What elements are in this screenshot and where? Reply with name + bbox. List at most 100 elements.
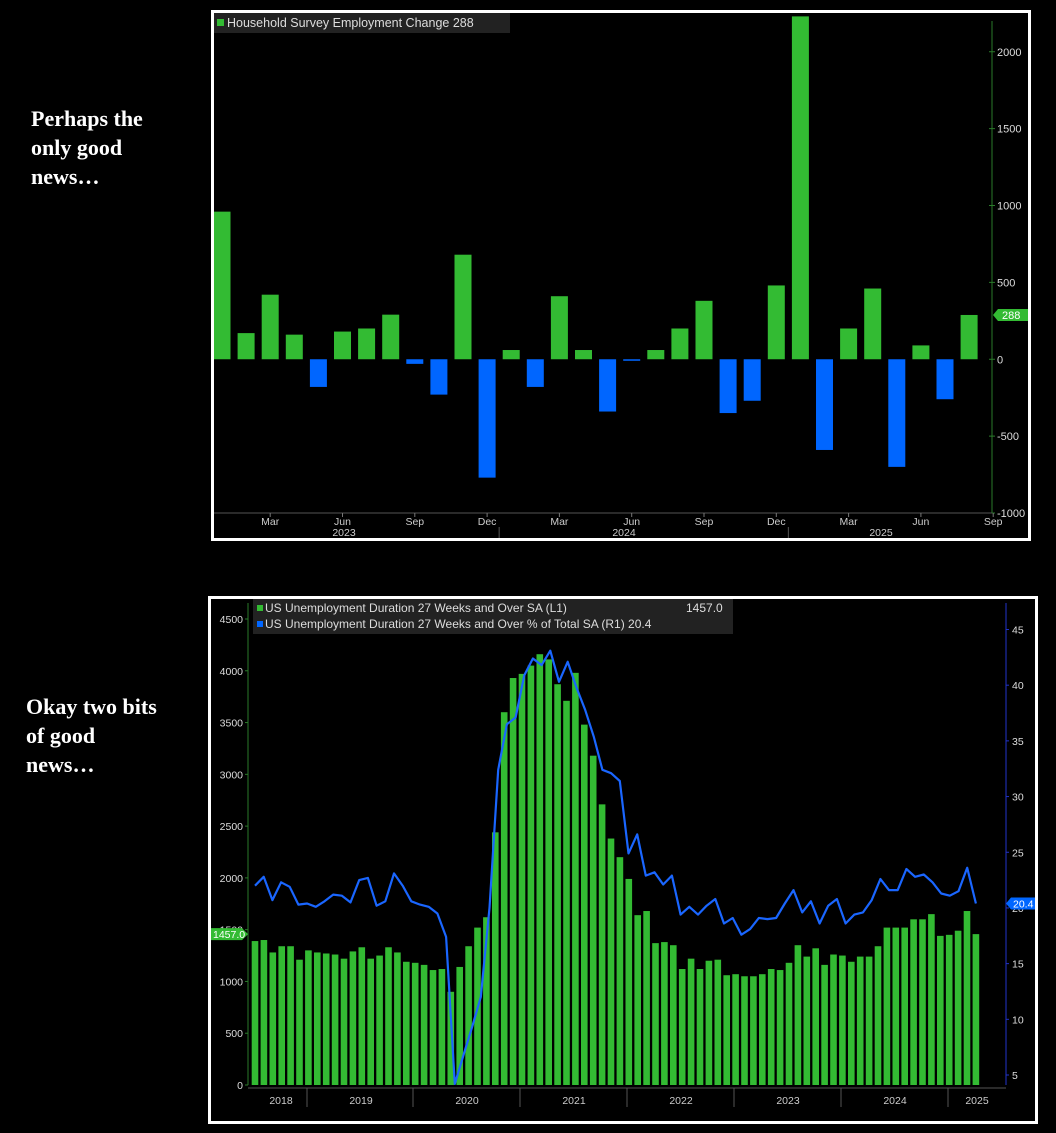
x-year-label: 2018 xyxy=(269,1095,293,1107)
bar xyxy=(526,359,544,387)
bar xyxy=(910,919,917,1085)
left-value-label: 1457.0 xyxy=(213,929,245,941)
bar xyxy=(723,975,730,1085)
bar xyxy=(705,960,713,1085)
bar xyxy=(349,951,357,1085)
bar xyxy=(367,958,374,1085)
bar xyxy=(874,946,882,1085)
bar xyxy=(661,942,668,1085)
bar xyxy=(759,974,766,1085)
y-tick-label: 1500 xyxy=(997,124,1021,136)
y-tick-label: -500 xyxy=(997,431,1019,443)
bar xyxy=(285,334,303,360)
caption-bottom: Okay two bits of good news… xyxy=(26,692,157,779)
bar xyxy=(865,956,873,1085)
employment-change-svg: 2000 1500 1000 500 0 -500 -1000 288 Household Su… xyxy=(214,13,1028,538)
x-year-label: 2020 xyxy=(455,1095,479,1107)
bar xyxy=(803,956,811,1085)
bar xyxy=(791,16,809,360)
bar xyxy=(937,935,944,1085)
bar xyxy=(671,328,689,360)
bar xyxy=(214,211,231,360)
x-year-label: 2024 xyxy=(883,1095,907,1107)
bar xyxy=(447,991,455,1085)
x-year-label: 2023 xyxy=(332,527,356,538)
bar xyxy=(960,314,978,360)
bar xyxy=(687,958,695,1085)
bar xyxy=(478,359,496,478)
x-year-label: 2025 xyxy=(965,1095,989,1107)
unemployment-duration-svg: 4500400035003000250020001500100050004540… xyxy=(211,599,1035,1107)
bar xyxy=(794,945,802,1085)
bar xyxy=(340,958,348,1085)
x-month-label: Jun xyxy=(912,516,929,528)
legend-swatch xyxy=(257,621,263,627)
bar xyxy=(839,955,846,1085)
bar xyxy=(647,350,665,360)
legend-swatch xyxy=(257,605,263,611)
bar xyxy=(954,930,962,1085)
legend-swatch xyxy=(217,19,224,26)
bar xyxy=(816,359,833,450)
bar xyxy=(767,285,785,360)
legend-label: US Unemployment Duration 27 Weeks and Ov… xyxy=(265,601,567,615)
x-year-label: 2019 xyxy=(349,1095,373,1107)
bar xyxy=(287,946,294,1085)
x-month-label: Sep xyxy=(984,516,1003,528)
bar xyxy=(518,673,526,1085)
x-year-label: 2023 xyxy=(776,1095,800,1107)
bar xyxy=(237,333,255,360)
bar xyxy=(678,969,686,1085)
caption-line: Perhaps the xyxy=(31,106,143,131)
bar xyxy=(901,927,908,1085)
bar xyxy=(892,927,900,1085)
bar xyxy=(830,954,837,1085)
right-tick-label: 25 xyxy=(1012,847,1024,859)
bar xyxy=(750,976,757,1085)
bar xyxy=(864,288,882,360)
bar xyxy=(963,911,971,1085)
legend-value: 1457.0 xyxy=(686,601,723,615)
bar xyxy=(581,724,588,1085)
bar xyxy=(972,934,980,1085)
x-month-label: Mar xyxy=(550,516,569,528)
bar xyxy=(812,948,819,1085)
bar xyxy=(509,678,517,1085)
caption-line: news… xyxy=(31,164,100,189)
bar xyxy=(652,943,659,1085)
bar xyxy=(741,976,748,1085)
bar xyxy=(456,966,463,1085)
right-value-label: 20.4 xyxy=(1013,898,1034,910)
left-tick-label: 4000 xyxy=(220,666,244,678)
right-value-tag xyxy=(1006,897,1035,910)
bar xyxy=(454,254,472,360)
last-value-tag xyxy=(993,308,1028,321)
bar xyxy=(334,331,351,360)
y-tick-label: 2000 xyxy=(997,47,1021,59)
last-value-label: 288 xyxy=(1002,310,1020,322)
bar xyxy=(598,804,606,1085)
bar xyxy=(695,300,713,360)
caption-line: only good xyxy=(31,135,123,160)
bar xyxy=(928,914,935,1085)
y-tick-label: -1000 xyxy=(997,508,1025,520)
bar xyxy=(634,915,641,1085)
left-tick-label: 1000 xyxy=(220,976,244,988)
bar xyxy=(278,946,285,1085)
bar xyxy=(821,964,828,1085)
bar xyxy=(376,955,383,1085)
bar xyxy=(502,350,520,360)
bar xyxy=(743,359,761,401)
bar xyxy=(554,684,561,1085)
x-year-label: 2024 xyxy=(612,527,636,538)
left-tick-label: 2000 xyxy=(220,873,244,885)
legend-bg xyxy=(214,13,510,33)
employment-change-chart: 2000 1500 1000 500 0 -500 -1000 288 Household Su… xyxy=(211,10,1031,541)
bar xyxy=(550,296,568,360)
bar xyxy=(572,672,579,1085)
bar xyxy=(643,911,650,1085)
bar xyxy=(260,940,268,1085)
bar xyxy=(912,345,930,360)
left-tick-label: 500 xyxy=(225,1028,243,1040)
bar xyxy=(883,927,891,1085)
